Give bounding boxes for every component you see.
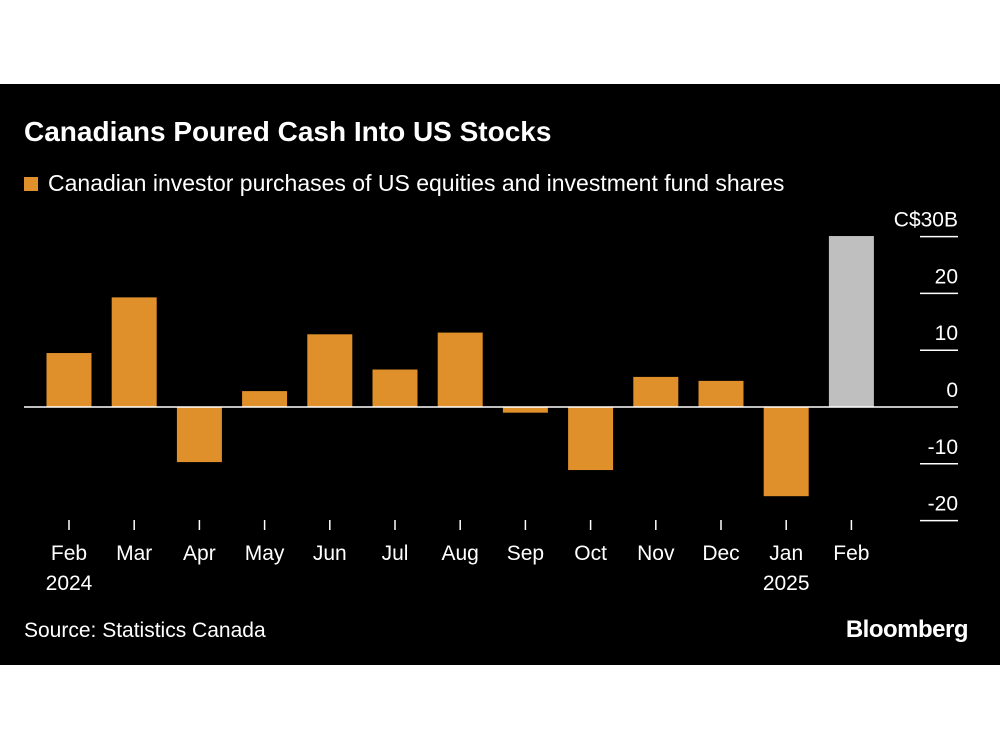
y-tick-label: 20 [935,265,958,288]
legend-swatch [24,176,38,191]
x-tick-label: Dec [702,542,739,565]
bar [828,236,874,407]
x-tick-label: Jun [313,542,347,565]
x-tick-label: Jul [382,542,409,565]
bar [46,353,92,407]
legend-label: Canadian investor purchases of US equiti… [48,170,785,196]
y-tick-label: 0 [946,379,958,402]
bar [568,407,614,471]
y-tick-label: 10 [935,322,958,345]
chart-panel: Canadians Poured Cash Into US Stocks Can… [0,84,1000,665]
bar [698,380,744,407]
bar [502,407,548,413]
bar [111,297,157,407]
y-tick-label: C$30B [894,209,958,232]
x-year-label: 2024 [46,572,93,595]
bar [437,332,483,407]
x-tick-label: Nov [637,542,675,565]
y-tick-label: -10 [928,436,958,459]
x-tick-label: Jan [769,542,803,565]
legend: Canadian investor purchases of US equiti… [24,170,784,197]
bar [176,407,222,463]
x-tick-label: May [245,542,285,565]
x-tick-label: Feb [51,542,87,565]
source-note: Source: Statistics Canada [24,619,266,642]
y-tick-label: -20 [928,493,958,516]
chart-title: Canadians Poured Cash Into US Stocks [24,116,552,147]
bar [372,369,418,407]
bar [242,391,288,407]
x-tick-label: Feb [833,542,869,565]
x-tick-label: Apr [183,542,216,565]
x-tick-label: Aug [442,542,479,565]
x-tick-label: Sep [507,542,544,565]
bloomberg-logo: Bloomberg [845,616,969,643]
bar [633,376,679,407]
bar [307,334,353,407]
x-tick-label: Mar [116,542,152,565]
bar-chart: C$30B 20 10 0 -10 -20 Feb 2024 Mar Apr May Jun Jul Au… [24,209,958,595]
x-year-label: 2025 [763,572,810,595]
x-tick-label: Oct [574,542,607,565]
bar [763,407,809,497]
